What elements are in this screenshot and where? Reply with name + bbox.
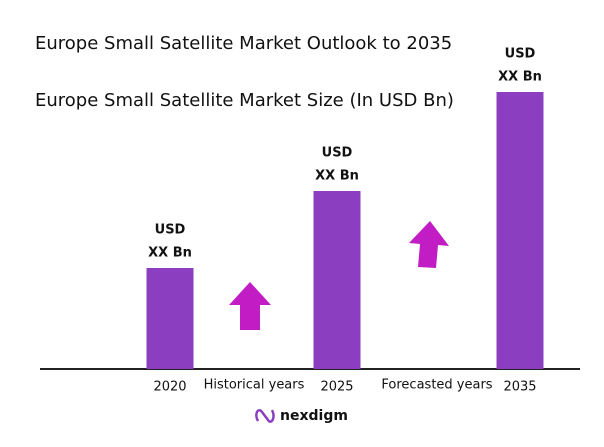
bar (496, 92, 544, 369)
annotation: Historical years (204, 378, 305, 393)
value-label: XX Bn (315, 169, 359, 184)
chart-subtitle: Europe Small Satellite Market Size (In U… (35, 90, 454, 111)
chart-title: Europe Small Satellite Market Outlook to… (35, 33, 452, 54)
logo-icon (255, 409, 275, 423)
arrows (229, 221, 449, 330)
value-label: XX Bn (148, 246, 192, 261)
up-arrow (409, 221, 449, 268)
value-label: XX Bn (498, 70, 542, 85)
value-label: USD (505, 47, 536, 62)
bar (146, 268, 194, 369)
annotation: Forecasted years (381, 378, 492, 393)
x-tick-label: 2025 (320, 380, 353, 395)
value-label: USD (155, 223, 186, 238)
x-tick-label: 2020 (153, 380, 186, 395)
bar (313, 191, 361, 369)
x-tick-label: 2035 (503, 380, 536, 395)
logo-text: nexdigm (280, 408, 348, 424)
up-arrow (229, 282, 271, 330)
value-label: USD (322, 146, 353, 161)
